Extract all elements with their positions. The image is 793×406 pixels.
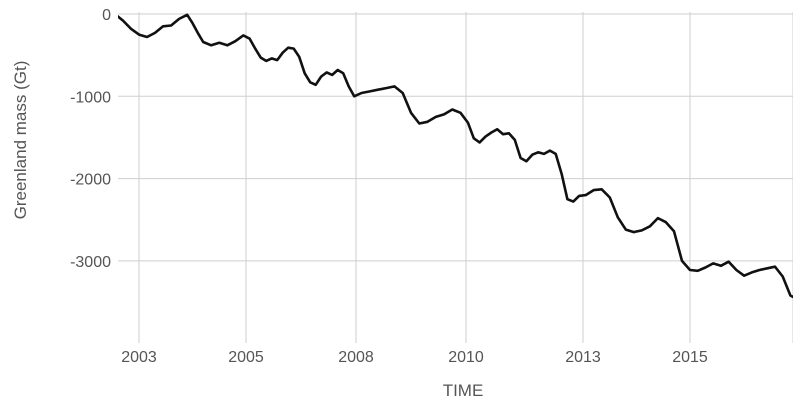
y-axis-ticks: 0 -1000 -2000 -3000 xyxy=(70,7,111,271)
y-tick-label: -1000 xyxy=(70,89,111,106)
series-layer xyxy=(118,13,793,299)
x-axis-title: TIME xyxy=(443,381,484,400)
x-tick-label: 2010 xyxy=(448,349,484,366)
grid xyxy=(118,12,793,343)
y-tick-label: -2000 xyxy=(70,172,111,189)
x-tick-label: 2005 xyxy=(228,349,264,366)
x-axis-ticks: 2003 2005 2008 2010 2013 2015 xyxy=(121,349,708,366)
y-axis-title: Greenland mass (Gt) xyxy=(11,61,30,220)
x-tick-label: 2003 xyxy=(121,349,157,366)
y-tick-label: 0 xyxy=(102,7,111,24)
x-tick-label: 2008 xyxy=(338,349,374,366)
x-tick-label: 2013 xyxy=(565,349,601,366)
y-tick-label: -3000 xyxy=(70,254,111,271)
x-tick-label: 2015 xyxy=(672,349,708,366)
mass-series-line xyxy=(118,13,793,299)
